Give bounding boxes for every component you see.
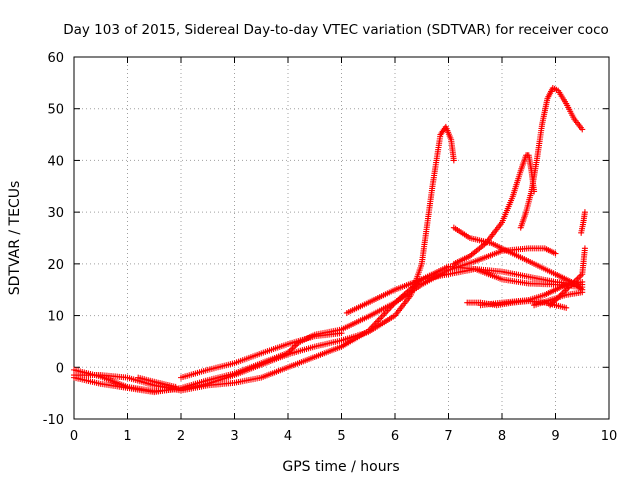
series-arc-11 [477,278,586,309]
y-tick-label: 50 [47,103,64,118]
data-point [579,289,586,296]
x-axis-label: GPS time / hours [282,459,399,475]
x-tick-label: 2 [177,429,185,444]
y-tick-label: 0 [56,361,64,376]
x-tick-label: 3 [230,429,238,444]
series-arc-14 [531,289,586,309]
y-tick-label: 20 [47,258,64,273]
grid [74,57,609,419]
series-arc-13 [578,209,588,236]
x-tick-label: 8 [498,429,506,444]
x-tick-label: 7 [444,429,452,444]
chart-title: Day 103 of 2015, Sidereal Day-to-day VTE… [63,22,609,38]
axes: 0 1 2 3 4 5 6 7 8 9 10 -10 0 10 20 30 40 50 60 [43,51,618,444]
x-tick-label: 5 [337,429,345,444]
y-tick-label: 60 [47,51,64,66]
y-tick-label: 10 [47,310,64,325]
x-tick-label: 9 [551,429,559,444]
x-tick-label: 1 [123,429,131,444]
x-tick-label: 0 [70,429,78,444]
data-point [579,126,586,133]
data-point [552,250,559,257]
series-arc-5 [178,330,345,381]
data-point [581,245,588,252]
data-point [581,209,588,216]
y-tick-label: -10 [43,413,64,428]
data-point [563,304,570,311]
series-arc-8 [517,85,586,231]
data-point [579,278,586,285]
y-axis-label: SDTVAR / TECUs [7,181,23,296]
series-arc-3 [71,245,559,394]
data-point [338,330,345,337]
x-tick-label: 10 [601,429,618,444]
data-point [172,383,179,390]
y-tick-label: 30 [47,206,64,221]
y-tick-label: 40 [47,154,64,169]
data-series [71,85,588,396]
plot-frame [73,56,610,420]
series-arc-4 [135,374,179,390]
x-tick-label: 4 [284,429,292,444]
data-point [450,157,457,164]
x-tick-label: 6 [391,429,399,444]
